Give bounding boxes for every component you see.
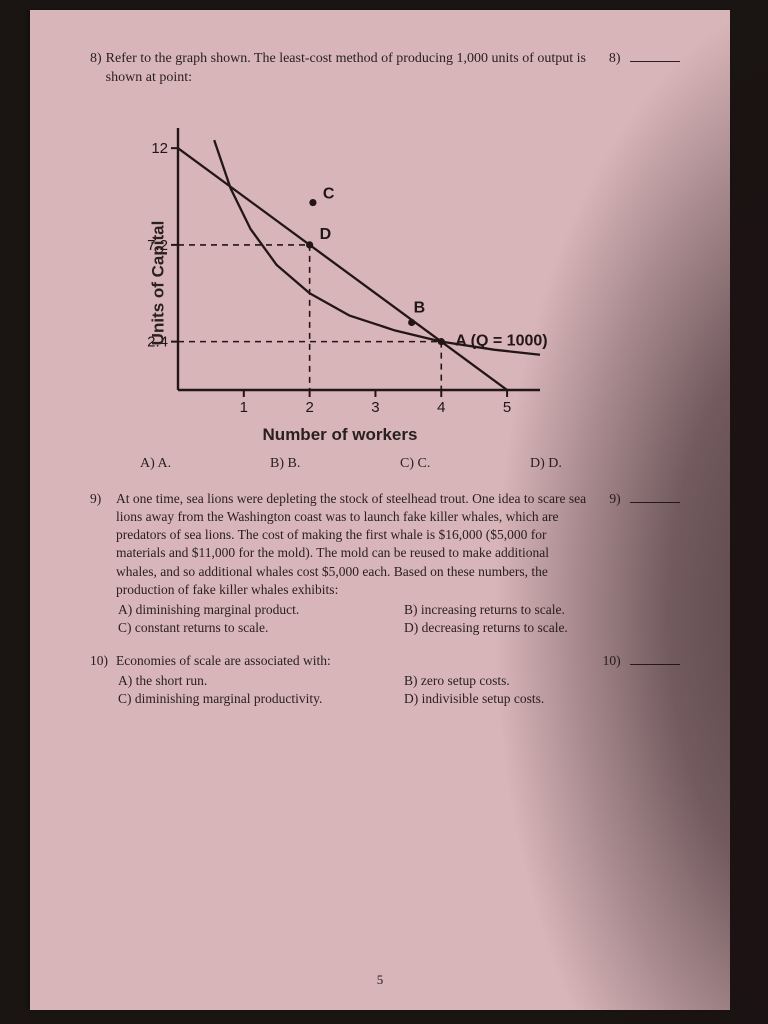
question-8: 8) Refer to the graph shown. The least-c… bbox=[90, 50, 680, 88]
q9-options: A) diminishing marginal product. B) incr… bbox=[118, 601, 680, 637]
question-10: 10) Economies of scale are associated wi… bbox=[90, 652, 680, 709]
q10-options: A) the short run. B) zero setup costs. C… bbox=[118, 672, 680, 708]
q8-number: 8) bbox=[90, 50, 102, 69]
svg-text:4: 4 bbox=[437, 399, 445, 416]
q9-text: At one time, sea lions were depleting th… bbox=[116, 490, 591, 599]
q10-option-b: B) zero setup costs. bbox=[404, 672, 680, 690]
q8-option-a: A) A. bbox=[140, 456, 270, 472]
svg-text:B: B bbox=[414, 299, 426, 316]
svg-text:12: 12 bbox=[151, 140, 168, 157]
q10-answer-slot: 10) bbox=[603, 652, 680, 670]
svg-text:1: 1 bbox=[240, 399, 248, 416]
q9-answer-slot: 9) bbox=[609, 490, 680, 508]
answer-blank[interactable] bbox=[630, 502, 680, 503]
exam-page: 8) Refer to the graph shown. The least-c… bbox=[30, 10, 730, 1010]
q10-number: 10) bbox=[90, 652, 112, 670]
q8-options: A) A. B) B. C) C. D) D. bbox=[140, 456, 680, 472]
answer-blank[interactable] bbox=[630, 664, 680, 665]
y-axis-label: Units of Capital bbox=[148, 220, 168, 345]
svg-text:3: 3 bbox=[371, 399, 379, 416]
q10-option-c: C) diminishing marginal productivity. bbox=[118, 690, 394, 708]
svg-text:D: D bbox=[320, 226, 332, 243]
q9-option-d: D) decreasing returns to scale. bbox=[404, 619, 680, 637]
page-number: 5 bbox=[377, 972, 384, 988]
q8-text: Refer to the graph shown. The least-cost… bbox=[106, 50, 591, 88]
x-axis-label: Number of workers bbox=[130, 425, 550, 445]
q8-option-c: C) C. bbox=[400, 456, 530, 472]
svg-text:5: 5 bbox=[503, 399, 511, 416]
q10-text: Economies of scale are associated with: bbox=[116, 652, 585, 670]
question-9: 9) At one time, sea lions were depleting… bbox=[90, 490, 680, 638]
q9-option-b: B) increasing returns to scale. bbox=[404, 601, 680, 619]
svg-text:2: 2 bbox=[305, 399, 313, 416]
q8-option-d: D) D. bbox=[530, 456, 660, 472]
q9-right-number: 9) bbox=[609, 491, 620, 506]
answer-blank[interactable] bbox=[630, 61, 680, 62]
q8-right-number: 8) bbox=[609, 51, 621, 66]
svg-text:C: C bbox=[323, 185, 335, 202]
q10-option-a: A) the short run. bbox=[118, 672, 394, 690]
svg-text:A (Q = 1000): A (Q = 1000) bbox=[455, 332, 547, 349]
q9-option-a: A) diminishing marginal product. bbox=[118, 601, 394, 619]
q9-option-c: C) constant returns to scale. bbox=[118, 619, 394, 637]
q8-answer-slot: 8) bbox=[609, 50, 680, 69]
q10-right-number: 10) bbox=[603, 653, 621, 668]
q9-number: 9) bbox=[90, 490, 112, 508]
q8-option-b: B) B. bbox=[270, 456, 400, 472]
q10-option-d: D) indivisible setup costs. bbox=[404, 690, 680, 708]
isoquant-chart: Units of Capital 123452.47.212A (Q = 100… bbox=[130, 118, 550, 448]
chart-svg: 123452.47.212A (Q = 1000)BCD bbox=[130, 118, 550, 418]
